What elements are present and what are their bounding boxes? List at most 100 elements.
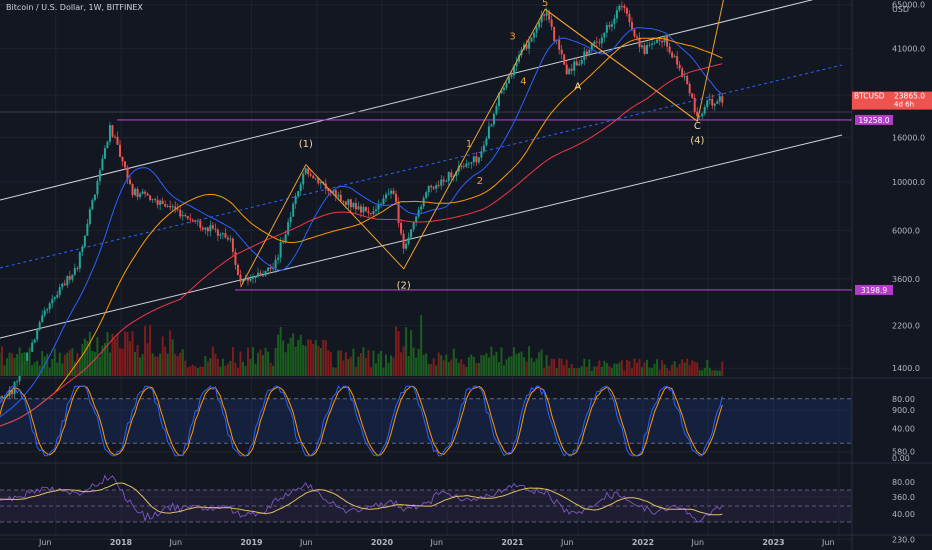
volume-bar <box>492 355 495 376</box>
volume-bar <box>638 359 641 376</box>
candle-body <box>407 237 410 244</box>
candle-body <box>518 54 521 62</box>
candle-body <box>402 233 405 249</box>
volume-bar <box>425 353 428 376</box>
volume-bar <box>590 370 593 376</box>
candle-body <box>342 201 345 202</box>
candle-body <box>151 199 154 201</box>
volume-bar <box>575 368 578 376</box>
volume-bar <box>179 352 182 376</box>
volume-bar <box>307 339 310 376</box>
candle-body <box>538 22 541 28</box>
candle-body <box>623 5 626 9</box>
candle-body <box>628 13 631 22</box>
volume-bar <box>610 367 613 376</box>
candle-body <box>287 222 290 235</box>
volume-bar <box>550 358 553 376</box>
volume-bar <box>362 347 365 376</box>
volume-bar <box>497 362 500 376</box>
volume-bar <box>718 370 721 376</box>
volume-bar <box>309 339 312 376</box>
candle-body <box>101 158 104 171</box>
candle-body <box>678 64 681 69</box>
volume-bar <box>560 358 563 376</box>
volume-bar <box>698 370 701 376</box>
candle-body <box>334 190 337 197</box>
volume-bar <box>676 367 679 376</box>
volume-bar <box>98 356 101 376</box>
volume-bar <box>706 359 709 376</box>
candle-body <box>545 12 548 16</box>
volume-bar <box>648 367 651 376</box>
volume-bar <box>410 330 413 376</box>
candle-body <box>73 268 76 275</box>
volume-bar <box>337 350 340 376</box>
candle-body <box>686 75 689 84</box>
volume-bar <box>507 357 510 376</box>
candle-body <box>146 193 149 196</box>
volume-bar <box>359 353 362 376</box>
candle-body <box>711 99 714 106</box>
volume-bar <box>628 360 631 376</box>
volume-bar <box>254 363 257 376</box>
candle-body <box>201 227 204 230</box>
candle-body <box>588 49 591 55</box>
volume-bar <box>339 350 342 376</box>
candle-body <box>425 192 428 198</box>
candle-body <box>164 204 167 207</box>
candle-body <box>161 200 164 205</box>
candle-body <box>171 206 174 208</box>
volume-bar <box>267 351 270 376</box>
volume-bar <box>482 355 485 376</box>
volume-bar <box>146 343 149 376</box>
candle-body <box>309 174 312 176</box>
volume-bar <box>88 331 91 376</box>
volume-bar <box>272 365 275 376</box>
candle-body <box>136 188 139 197</box>
volume-bar <box>287 343 290 376</box>
volume-bar <box>3 365 6 376</box>
candle-body <box>254 276 257 278</box>
candle-body <box>560 49 563 55</box>
candle-body <box>367 211 370 213</box>
candle-body <box>294 196 297 204</box>
candle-body <box>231 238 234 252</box>
candle-body <box>417 209 420 217</box>
candle-body <box>558 39 561 50</box>
candle-body <box>492 113 495 125</box>
volume-bar <box>144 325 147 376</box>
volume-bar <box>48 367 51 376</box>
candle-body <box>174 206 177 209</box>
volume-bar <box>472 356 475 376</box>
volume-bar <box>442 360 445 376</box>
volume-bar <box>344 352 347 376</box>
volume-bar <box>264 347 267 376</box>
candle-body <box>134 188 137 196</box>
volume-bar <box>21 353 24 376</box>
volume-bar <box>445 354 448 376</box>
volume-bar <box>181 349 184 376</box>
volume-bar <box>523 357 526 376</box>
candle-body <box>96 180 99 195</box>
volume-bar <box>164 346 167 376</box>
candle-body <box>169 205 172 208</box>
volume-bar <box>447 362 450 376</box>
volume-bar <box>134 351 137 376</box>
volume-bar <box>156 356 159 376</box>
time-tick-label: 2021 <box>501 538 524 547</box>
volume-bar <box>93 352 96 376</box>
candle-body <box>279 242 282 258</box>
candle-body <box>81 246 84 253</box>
volume-bar <box>382 367 385 376</box>
volume-bar <box>277 334 280 376</box>
rsi-line <box>0 474 723 523</box>
ma-20-line <box>0 27 723 418</box>
price-tick-label: 580.0 <box>892 448 915 457</box>
volume-bar <box>460 359 463 376</box>
volume-bar <box>711 370 714 376</box>
axis-title: USD <box>892 5 909 14</box>
volume-bar <box>246 347 249 376</box>
candle-body <box>382 198 385 204</box>
volume-bar <box>171 339 174 376</box>
